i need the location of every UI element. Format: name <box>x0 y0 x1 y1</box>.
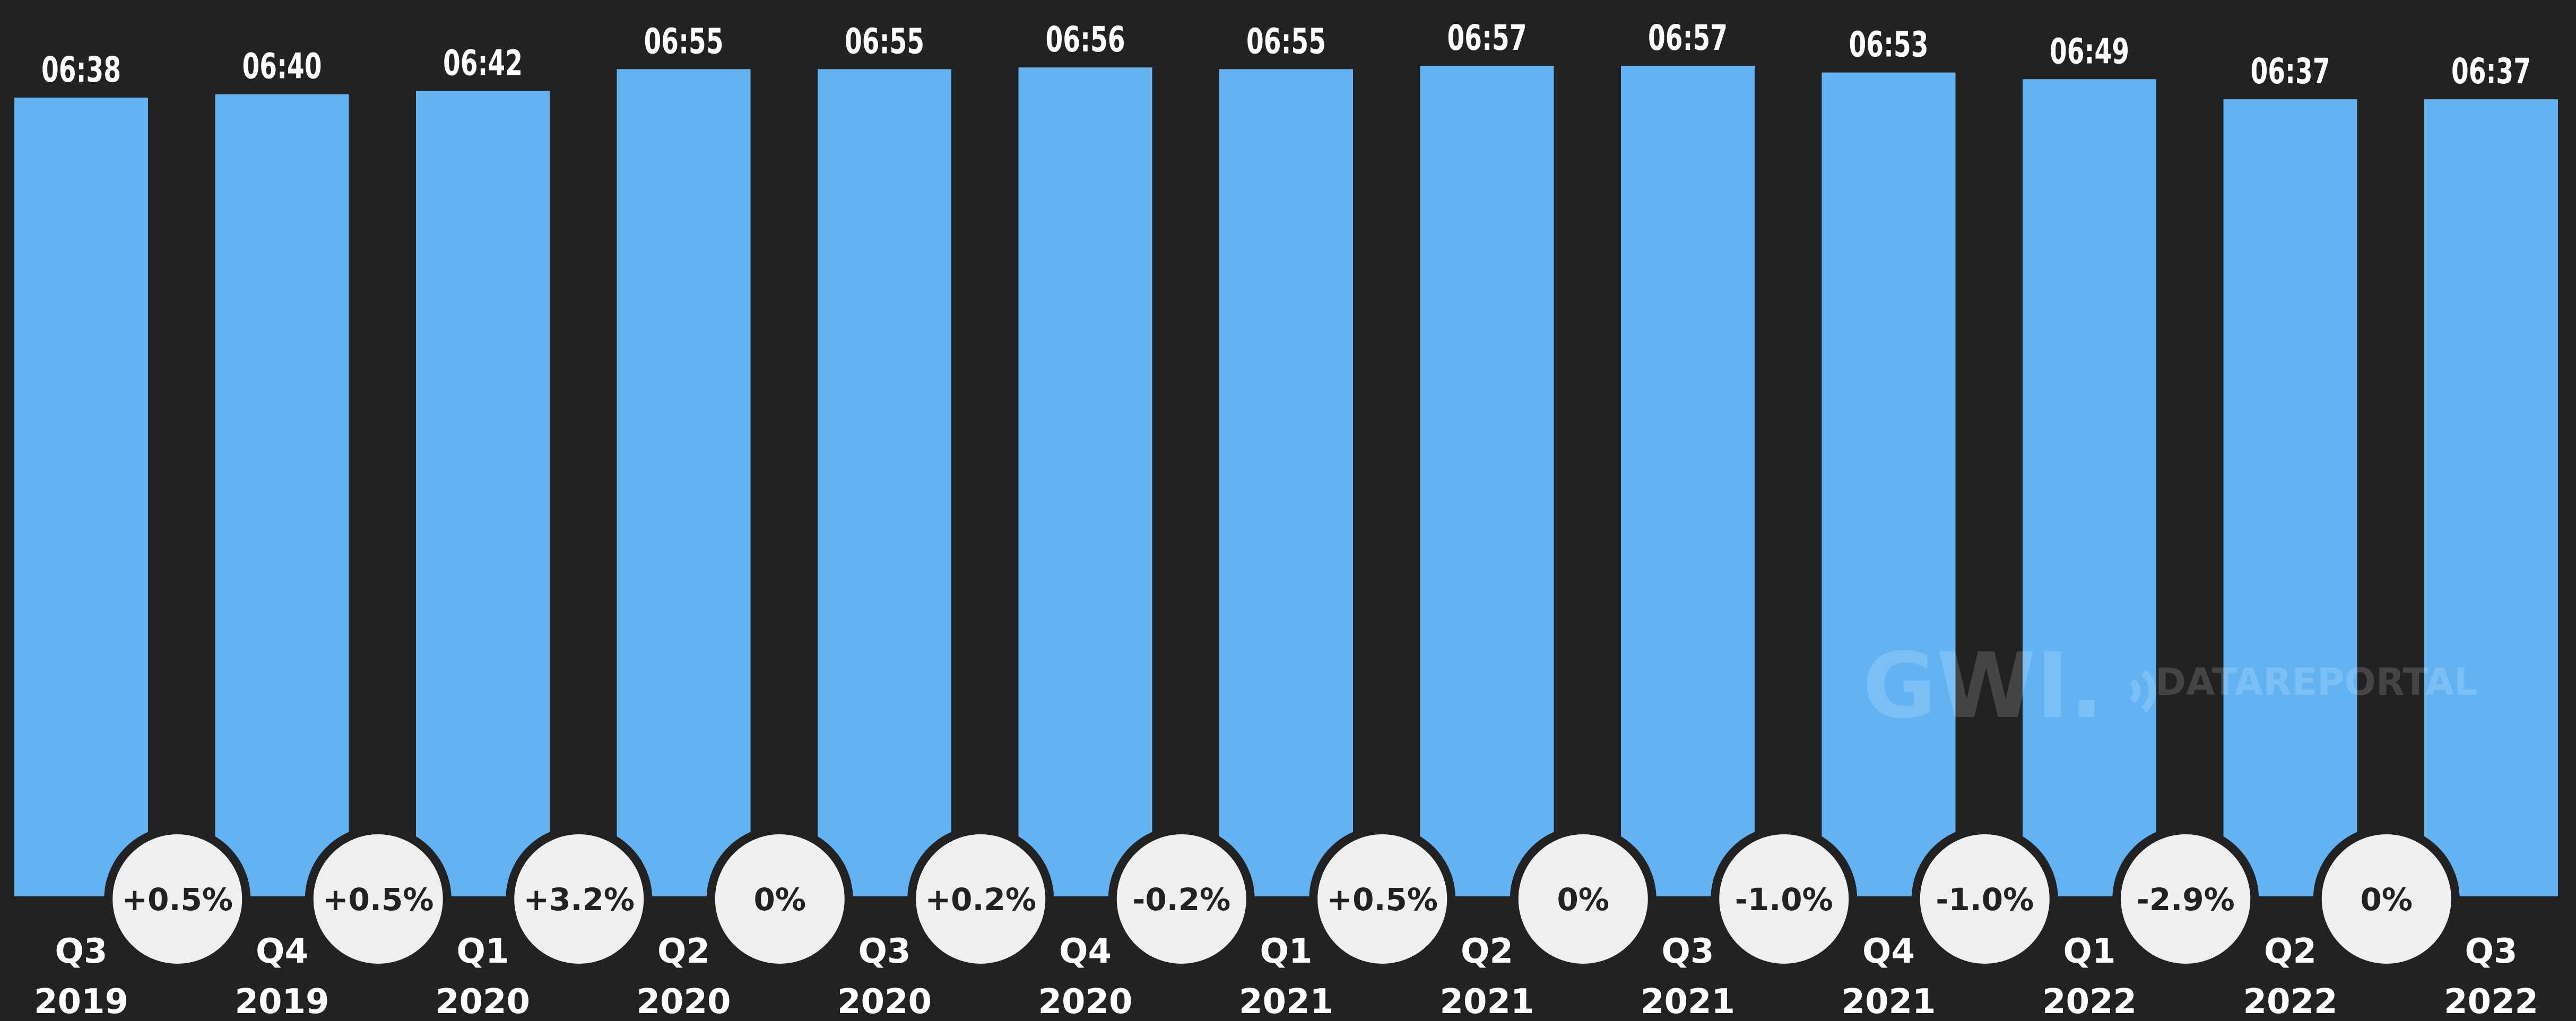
bar <box>1420 66 1554 896</box>
x-tick-label-quarter: Q3 <box>1662 932 1714 971</box>
change-label: +0.5% <box>1327 882 1438 918</box>
change-bubble: +0.5% <box>305 826 452 972</box>
x-tick-label-year: 2019 <box>34 982 128 1021</box>
x-tick-label-year: 2020 <box>837 982 932 1021</box>
bar <box>818 69 951 896</box>
bar <box>1822 72 1956 896</box>
x-tick-label-quarter: Q3 <box>858 932 911 971</box>
change-label: -0.2% <box>1132 882 1230 918</box>
change-label: 0% <box>754 882 806 918</box>
bar-value-label: 06:37 <box>2451 51 2531 92</box>
bar <box>14 98 148 896</box>
change-bubble-circle <box>506 826 653 972</box>
change-label: +3.2% <box>524 882 635 918</box>
x-tick-label-quarter: Q4 <box>1059 932 1112 971</box>
x-tick-label-year: 2020 <box>1038 982 1132 1021</box>
change-label: +0.5% <box>323 882 433 918</box>
bar-value-label: 06:53 <box>1849 24 1929 65</box>
bar-value-label: 06:57 <box>1447 18 1527 58</box>
change-bubble: +0.5% <box>104 826 251 972</box>
bar-value-label: 06:38 <box>41 49 121 90</box>
bar <box>416 91 550 897</box>
x-tick-label-year: 2021 <box>1641 982 1735 1021</box>
change-label: +0.5% <box>122 882 233 918</box>
x-tick-label-year: 2022 <box>2042 982 2137 1021</box>
change-bubble: +0.5% <box>1309 826 1456 972</box>
change-bubble-circle <box>305 826 452 972</box>
bar <box>617 69 751 896</box>
change-bubble: -0.2% <box>1108 826 1255 972</box>
datareportal-logo-icon <box>2129 669 2156 713</box>
change-bubble: +0.2% <box>907 826 1054 972</box>
bar <box>2424 99 2558 897</box>
change-label: -1.0% <box>1936 882 2034 918</box>
change-bubble-circle <box>1309 826 1456 972</box>
change-bubble-circle <box>1108 826 1255 972</box>
change-bubble-circle <box>2313 826 2460 972</box>
change-bubble-circle <box>706 826 853 972</box>
change-bubble: -1.0% <box>1911 826 2058 972</box>
change-bubbles-layer: +0.5% +0.5% +3.2% 0% +0.2% -0.2% +0.5% 0% -1.0% -… <box>104 826 2460 972</box>
change-bubble: 0% <box>1510 826 1656 972</box>
x-tick-label-year: 2022 <box>2444 982 2538 1021</box>
bar-value-label: 06:42 <box>443 42 523 83</box>
x-tick-label-quarter: Q3 <box>2465 932 2518 971</box>
bar-value-label: 06:55 <box>845 21 924 62</box>
change-label: -1.0% <box>1735 882 1833 918</box>
change-bubble-circle <box>1510 826 1656 972</box>
x-tick-label-quarter: Q2 <box>1461 932 1513 971</box>
change-bubble: -2.9% <box>2112 826 2259 972</box>
x-tick-label-quarter: Q1 <box>457 932 509 971</box>
bar <box>1621 66 1755 896</box>
change-label: +0.2% <box>925 882 1036 918</box>
bar <box>2023 79 2156 897</box>
bar-value-label: 06:37 <box>2251 51 2330 92</box>
change-bubble-circle <box>1711 826 1858 972</box>
change-bubble-circle <box>907 826 1054 972</box>
x-tick-label-quarter: Q4 <box>256 932 308 971</box>
x-tick-label-year: 2021 <box>1841 982 1936 1021</box>
change-bubble: -1.0% <box>1711 826 1858 972</box>
change-bubble-circle <box>2112 826 2259 972</box>
change-bubble: 0% <box>2313 826 2460 972</box>
change-bubble-circle <box>1911 826 2058 972</box>
datareportal-watermark-text: DATAREPORTAL <box>2155 660 2478 704</box>
x-tick-label-quarter: Q2 <box>657 932 710 971</box>
x-tick-label-year: 2021 <box>1439 982 1534 1021</box>
change-bubble: 0% <box>706 826 853 972</box>
bar-value-label: 06:57 <box>1648 18 1728 58</box>
bar-value-label: 06:40 <box>242 46 322 87</box>
change-bubble-circle <box>104 826 251 972</box>
labels-layer: 06:38 Q3 2019 06:40 Q4 2019 06:42 Q1 2020 06:55 Q2… <box>34 18 2538 1021</box>
change-label: -2.9% <box>2137 882 2235 918</box>
x-tick-label-year: 2019 <box>235 982 329 1021</box>
bar <box>1018 67 1152 897</box>
change-label: 0% <box>2361 882 2413 918</box>
bar <box>1219 69 1353 896</box>
bars-layer <box>14 66 2558 897</box>
bar <box>2223 99 2357 897</box>
x-tick-label-quarter: Q4 <box>1862 932 1915 971</box>
bar <box>215 94 349 896</box>
watermark: GWI. DATAREPORTAL <box>1862 634 2478 739</box>
x-tick-label-quarter: Q3 <box>55 932 108 971</box>
x-tick-label-year: 2022 <box>2243 982 2337 1021</box>
bar-value-label: 06:55 <box>644 21 724 62</box>
change-bubble: +3.2% <box>506 826 653 972</box>
change-label: 0% <box>1557 882 1609 918</box>
x-tick-label-quarter: Q1 <box>2063 932 2116 971</box>
bar-value-label: 06:49 <box>2050 31 2129 72</box>
bar-value-label: 06:55 <box>1246 21 1326 62</box>
x-tick-label-quarter: Q2 <box>2264 932 2317 971</box>
x-tick-label-year: 2020 <box>436 982 530 1021</box>
x-tick-label-year: 2021 <box>1239 982 1333 1021</box>
x-tick-label-year: 2020 <box>636 982 731 1021</box>
x-tick-label-quarter: Q1 <box>1260 932 1313 971</box>
bar-value-label: 06:56 <box>1046 19 1125 60</box>
gwi-watermark-logo: GWI. <box>1862 634 2104 739</box>
